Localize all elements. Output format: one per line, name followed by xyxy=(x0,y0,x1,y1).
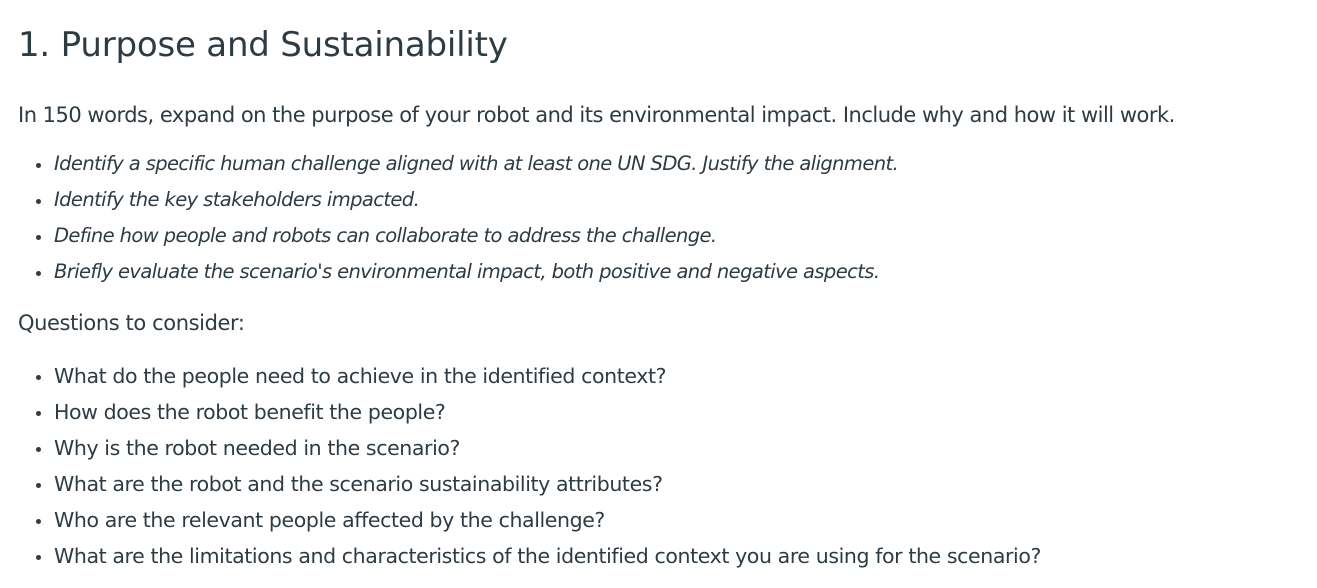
requirements-list: Identify a specific human challenge alig… xyxy=(18,146,1317,290)
requirement-item: Briefly evaluate the scenario's environm… xyxy=(18,254,1317,290)
requirement-item: Identify the key stakeholders impacted. xyxy=(18,182,1317,218)
question-item: What do the people need to achieve in th… xyxy=(18,358,1317,394)
question-item: Why is the robot needed in the scenario? xyxy=(18,430,1317,466)
question-item: How does the robot benefit the people? xyxy=(18,394,1317,430)
intro-paragraph: In 150 words, expand on the purpose of y… xyxy=(18,103,1175,127)
requirement-item: Identify a specific human challenge alig… xyxy=(18,146,1317,182)
page-title: 1. Purpose and Sustainability xyxy=(18,25,508,65)
questions-list: What do the people need to achieve in th… xyxy=(18,358,1317,574)
questions-heading: Questions to consider: xyxy=(18,311,245,335)
question-item: Who are the relevant people affected by … xyxy=(18,502,1317,538)
requirement-item: Define how people and robots can collabo… xyxy=(18,218,1317,254)
question-item: What are the robot and the scenario sust… xyxy=(18,466,1317,502)
question-item: What are the limitations and characteris… xyxy=(18,538,1317,574)
